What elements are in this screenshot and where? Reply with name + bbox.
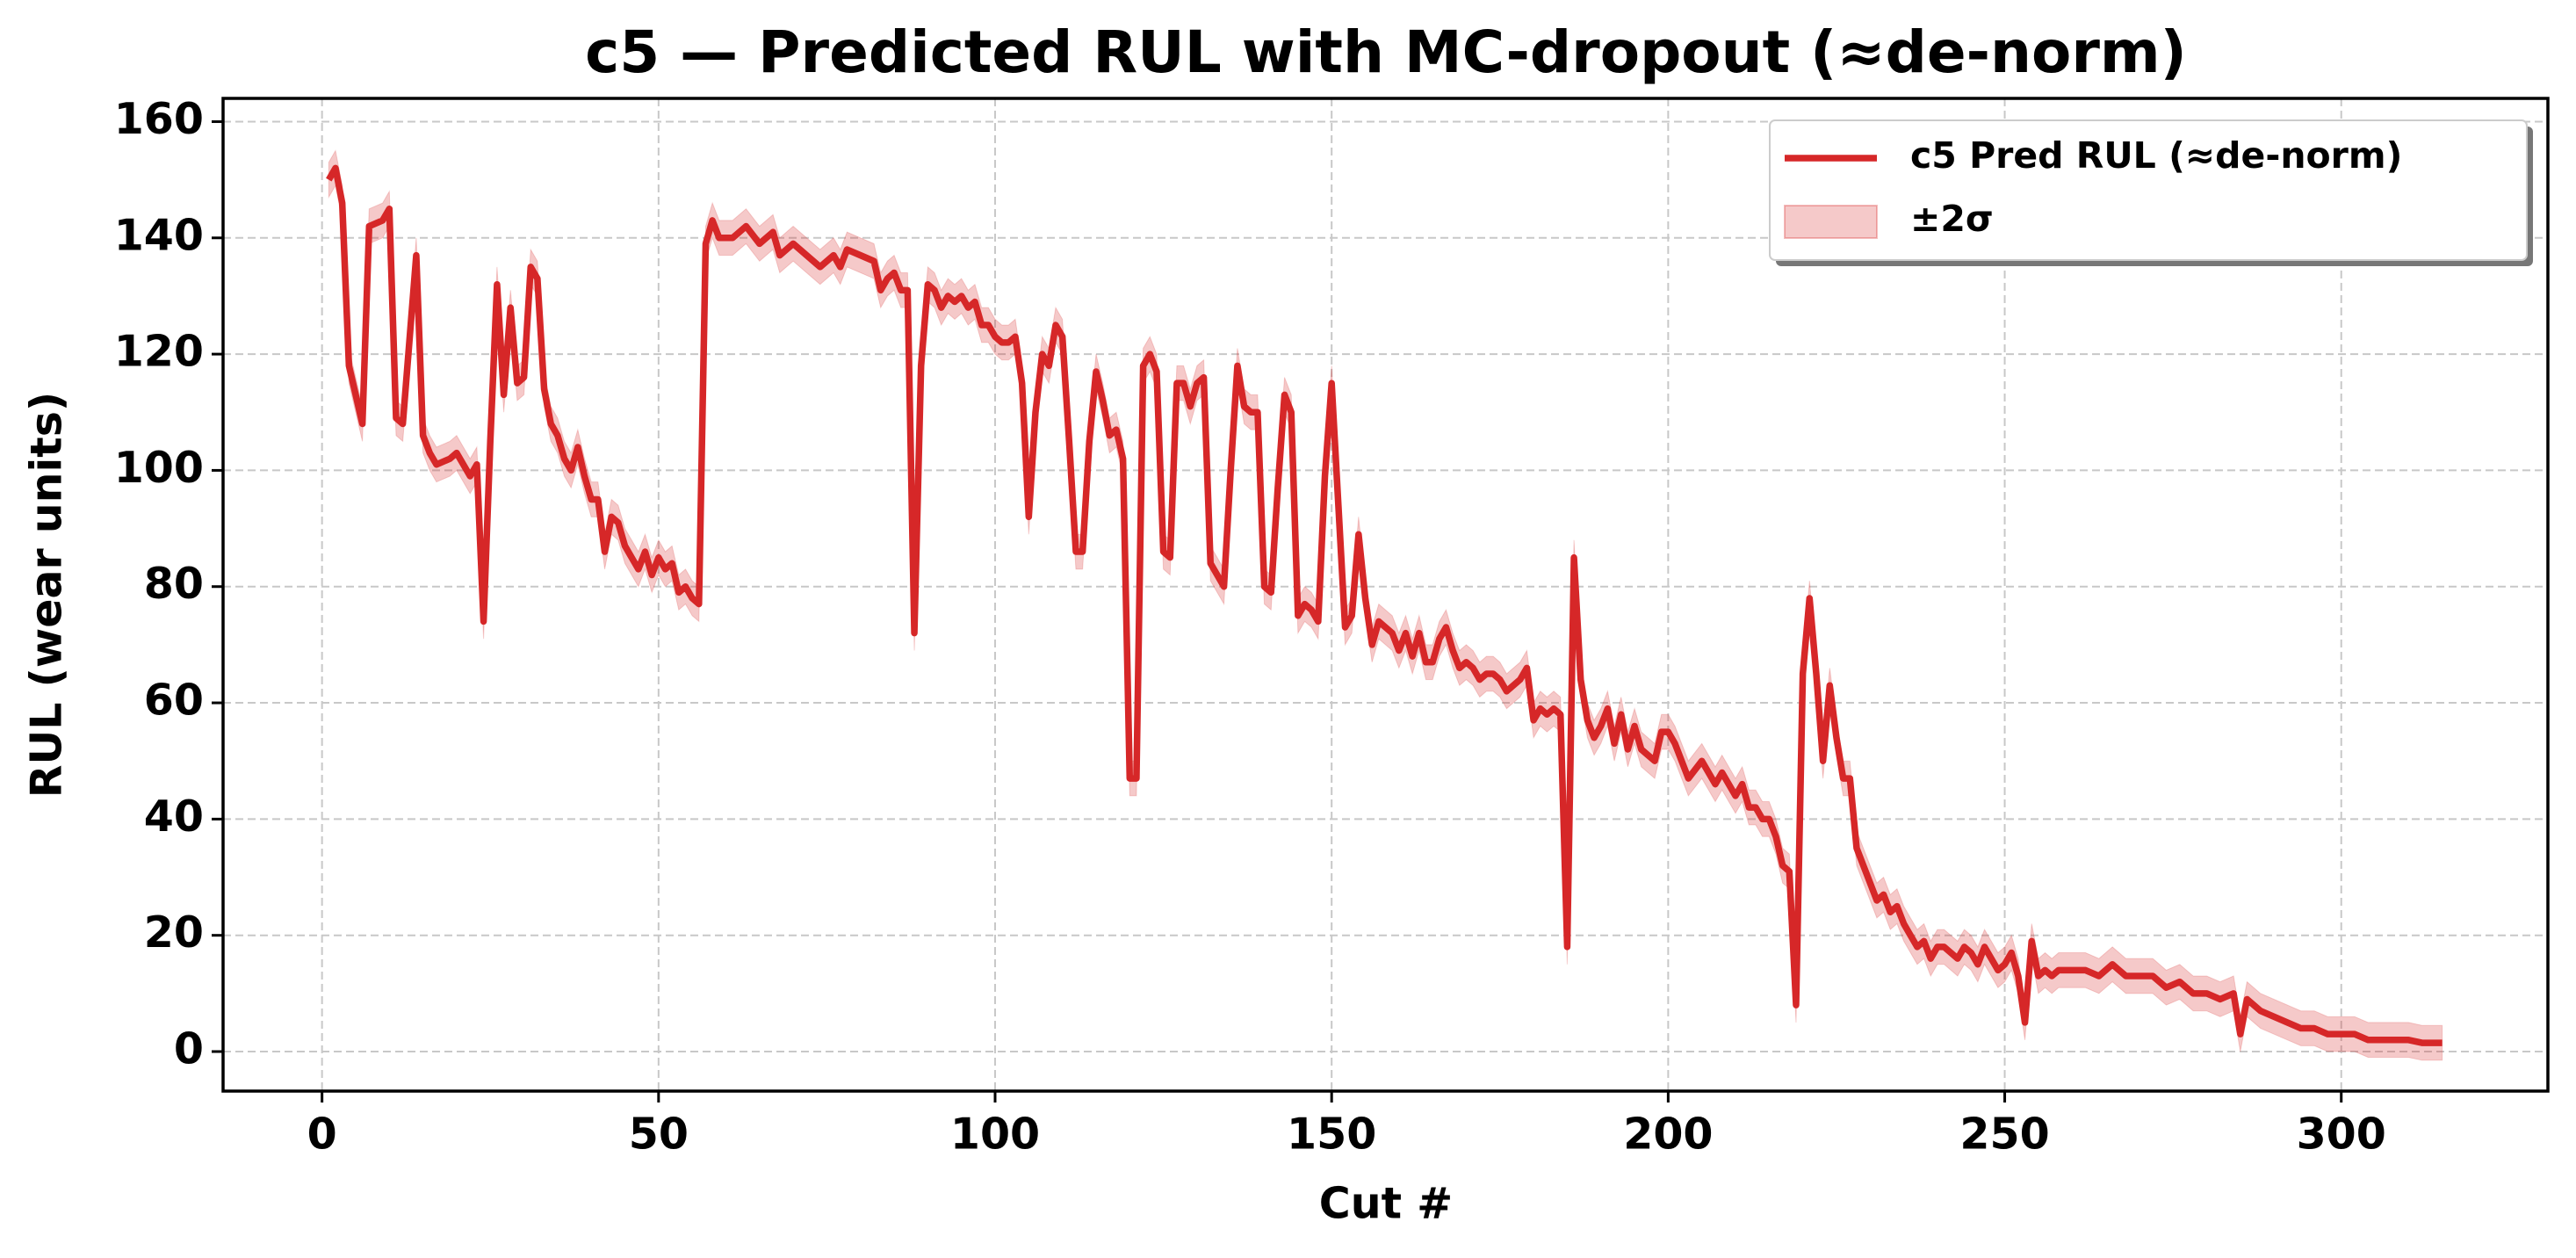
data-line [326, 164, 2443, 1046]
x-tick-label: 250 [1959, 1110, 2049, 1160]
legend-box [1769, 119, 2528, 261]
y-tick-label: 160 [114, 94, 204, 144]
x-tick-label: 50 [629, 1110, 689, 1160]
y-tick-label: 100 [114, 443, 204, 493]
legend-band-swatch [1784, 205, 1878, 239]
y-tick-label: 40 [144, 792, 204, 842]
legend-label: ±2σ [1910, 198, 1994, 240]
legend-label: c5 Pred RUL (≈de-norm) [1910, 134, 2402, 177]
y-tick-label: 120 [114, 327, 204, 377]
x-axis-label: Cut # [1319, 1179, 1453, 1229]
x-tick-label: 300 [2297, 1110, 2386, 1160]
legend: c5 Pred RUL (≈de-norm) ±2σ [1769, 119, 2533, 266]
x-tick-label: 150 [1287, 1110, 1376, 1160]
plot-frame [221, 97, 2550, 1093]
x-tick-label: 0 [307, 1110, 337, 1160]
x-tick-label: 100 [950, 1110, 1040, 1160]
uncertainty-band [328, 149, 2443, 1061]
y-axis-label: RUL (wear units) [22, 392, 72, 799]
y-tick-label: 140 [114, 210, 204, 260]
y-tick-label: 0 [174, 1024, 204, 1074]
x-tick-label: 200 [1623, 1110, 1713, 1160]
y-tick-label: 20 [144, 907, 204, 958]
chart-title: c5 — Predicted RUL with MC-dropout (≈de-… [585, 18, 2187, 86]
y-tick-label: 80 [144, 559, 204, 609]
y-tick-label: 60 [144, 676, 204, 726]
